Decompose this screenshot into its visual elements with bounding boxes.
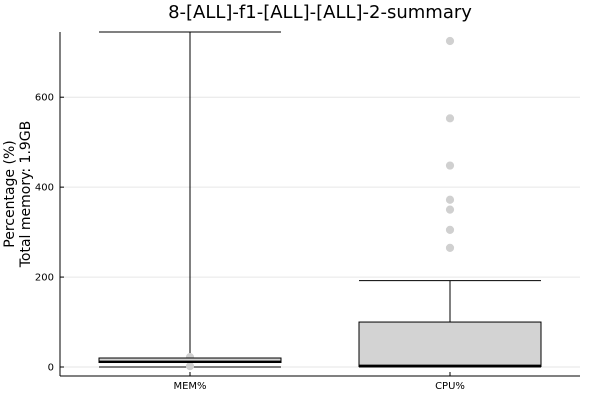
box-body — [358, 321, 542, 368]
box-mem — [98, 31, 282, 371]
box-cpu — [358, 36, 542, 368]
y-tick-label: 600 — [35, 93, 54, 104]
outlier-point — [445, 195, 455, 204]
outlier-point — [445, 36, 455, 46]
outlier-point — [445, 205, 455, 214]
x-tick-label: CPU% — [435, 381, 465, 392]
box-series — [98, 31, 542, 371]
y-axis-label-line: Total memory: 1.9GB — [18, 121, 34, 269]
outlier-point — [445, 243, 455, 252]
x-axis-ticks: MEM% CPU% — [173, 372, 465, 392]
outlier-point — [445, 161, 455, 170]
x-tick-label: MEM% — [173, 381, 206, 392]
outlier-point — [185, 362, 195, 371]
y-axis-label: Percentage (%) Total memory: 1.9GB — [2, 121, 34, 269]
y-axis-label-line: Percentage (%) — [2, 140, 18, 247]
y-tick-label: 200 — [35, 273, 54, 284]
chart-title: 8-[ALL]-f1-[ALL]-[ALL]-2-summary — [168, 2, 472, 23]
y-tick-label: 0 — [48, 363, 54, 374]
y-axis-ticks: 0 200 400 600 — [35, 93, 64, 374]
y-tick-label: 400 — [35, 183, 54, 194]
outlier-point — [445, 225, 455, 234]
outlier-point — [445, 114, 455, 123]
